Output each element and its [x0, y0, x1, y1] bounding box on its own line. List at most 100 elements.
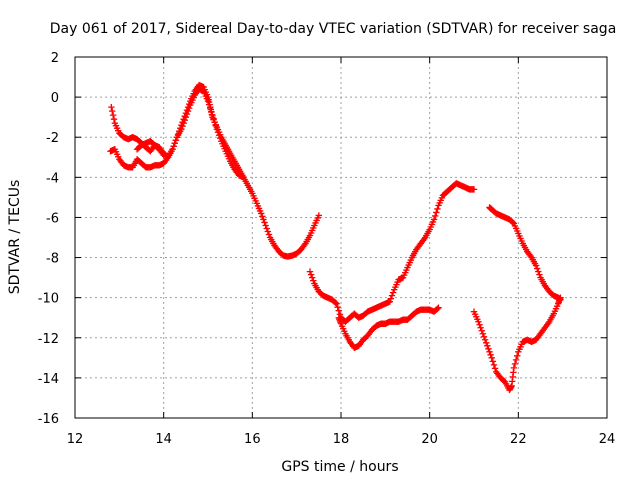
x-tick-label: 24 [599, 432, 616, 447]
data-point [208, 108, 215, 115]
data-point [215, 132, 223, 139]
data-point [258, 210, 265, 217]
data-point [180, 119, 187, 127]
data-point [533, 265, 541, 272]
data-point [264, 228, 272, 235]
data-point [108, 103, 115, 111]
data-point [510, 364, 518, 372]
data-point [485, 345, 492, 353]
series-arc-1 [108, 81, 323, 260]
data-point [334, 303, 341, 311]
y-tick-label: -2 [46, 131, 59, 146]
data-point [214, 129, 222, 136]
data-point [109, 111, 117, 119]
data-point [532, 262, 540, 269]
data-point [315, 212, 323, 219]
data-point [110, 115, 118, 123]
data-point [333, 300, 340, 307]
data-point [133, 146, 141, 153]
data-point [265, 231, 273, 238]
data-point [482, 339, 490, 346]
data-point [512, 356, 520, 364]
grid [75, 57, 607, 418]
data-point [433, 209, 440, 216]
data-point [484, 342, 491, 349]
data-point [535, 268, 542, 275]
data-point [183, 110, 191, 118]
data-point [204, 97, 212, 105]
data-point [306, 268, 314, 275]
data-point [205, 101, 213, 108]
data-point [432, 212, 439, 220]
data-point [310, 277, 317, 284]
data-point [213, 126, 221, 133]
data-point [491, 365, 499, 372]
data-point [489, 358, 497, 365]
series-arc-6 [470, 294, 564, 394]
data-point [134, 145, 142, 152]
axis-ticks: 12 14 16 18 20 22 24 -16 -14 -12 -10 -8 -6 -4 -2 0 2 [38, 51, 616, 447]
x-axis-label: GPS time / hours [281, 459, 398, 475]
data-point [477, 324, 484, 331]
data-point [172, 137, 180, 144]
data-point [480, 333, 488, 340]
series-arc-3 [133, 138, 167, 159]
y-tick-label: -16 [38, 412, 59, 427]
data-point [207, 104, 214, 112]
data-point [178, 126, 185, 133]
data-point [169, 146, 176, 153]
y-tick-label: 0 [51, 91, 59, 106]
data-point [171, 140, 178, 147]
data-point [434, 205, 441, 213]
data-point [511, 360, 519, 368]
data-point [307, 271, 315, 278]
data-point [260, 216, 267, 223]
data-point [109, 107, 116, 115]
data-point [387, 295, 395, 302]
x-tick-label: 16 [244, 432, 261, 447]
data-point [488, 354, 495, 362]
data-point [212, 122, 219, 129]
x-tick-label: 12 [67, 432, 84, 447]
data-point [209, 111, 216, 119]
data-point [216, 135, 224, 142]
data-point [490, 361, 498, 369]
data-point [557, 296, 564, 303]
data-point [479, 330, 487, 337]
y-tick-label: -8 [46, 252, 59, 267]
data-point [389, 289, 397, 296]
y-tick-label: -12 [38, 332, 59, 347]
data-point [210, 115, 217, 122]
data-point [476, 321, 483, 328]
series-arc-4 [306, 180, 478, 325]
data-point [240, 174, 247, 181]
y-tick-label: -10 [38, 292, 59, 307]
data-point [335, 307, 342, 314]
data-point [308, 274, 316, 281]
data-point [481, 336, 489, 343]
x-tick-label: 14 [155, 432, 172, 447]
data-point [263, 225, 270, 232]
data-point [211, 118, 218, 126]
y-tick-label: -4 [46, 171, 59, 186]
data-point [179, 122, 186, 130]
data-point [182, 113, 190, 121]
data-point [478, 327, 485, 334]
data-point [262, 222, 269, 229]
data-point [434, 305, 441, 312]
data-point [332, 299, 339, 306]
y-tick-label: 2 [51, 51, 59, 66]
plot-frame [74, 56, 608, 419]
series-arc-7 [486, 204, 564, 303]
series-arc-5 [335, 304, 442, 352]
y-tick-label: -14 [38, 372, 59, 387]
series-arc-2 [107, 85, 247, 181]
chart-title: Day 061 of 2017, Sidereal Day-to-day VTE… [50, 21, 617, 37]
data-point [259, 213, 266, 220]
data-point [261, 219, 268, 226]
y-axis-label: SDTVAR / TECUs [7, 180, 23, 295]
x-tick-label: 18 [333, 432, 350, 447]
data-point [435, 304, 442, 311]
data-point [470, 186, 478, 193]
